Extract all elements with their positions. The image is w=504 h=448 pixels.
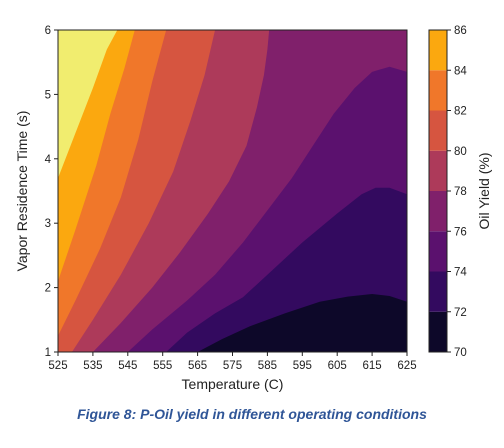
colorbar-segment-82-84 (429, 70, 447, 111)
colorbar-segment-78-80 (429, 150, 447, 191)
x-tick-label: 565 (188, 360, 207, 372)
x-tick-label: 525 (48, 360, 67, 372)
x-tick-label: 555 (153, 360, 172, 372)
y-tick-label: 4 (45, 154, 52, 166)
x-tick-label: 595 (293, 360, 312, 372)
colorbar-tick-label: 80 (454, 146, 467, 158)
y-tick-label: 6 (45, 25, 51, 37)
y-tick-label: 1 (45, 347, 51, 359)
colorbar-segment-76-78 (429, 191, 447, 232)
colorbar-segment-70-72 (429, 311, 447, 352)
x-tick-label: 545 (118, 360, 137, 372)
y-axis: 1 2 3 4 5 6 (45, 25, 58, 359)
y-axis-title: Vapor Residence Time (s) (14, 111, 30, 272)
y-tick-label: 2 (45, 283, 51, 295)
x-tick-label: 535 (83, 360, 102, 372)
colorbar-axis: 70 72 74 76 78 80 82 84 86 (447, 25, 467, 359)
colorbar-segment-84-86 (429, 30, 447, 71)
x-axis: 525 535 545 555 565 575 585 595 605 615 625 (48, 352, 417, 372)
colorbar-tick-label: 70 (454, 347, 467, 359)
x-tick-label: 575 (223, 360, 242, 372)
colorbar-tick-label: 84 (454, 65, 467, 77)
x-tick-label: 605 (328, 360, 347, 372)
x-tick-label: 585 (258, 360, 277, 372)
colorbar-tick-label: 76 (454, 226, 467, 238)
colorbar-segment-74-76 (429, 231, 447, 272)
contour-band-86-86 (58, 30, 118, 352)
colorbar (429, 30, 447, 352)
figure-caption: Figure 8: P-Oil yield in different opera… (77, 406, 427, 422)
colorbar-tick-label: 82 (454, 106, 467, 118)
colorbar-segment-72-74 (429, 271, 447, 312)
x-tick-label: 615 (363, 360, 382, 372)
x-tick-label: 625 (397, 360, 416, 372)
contour-chart: 525 535 545 555 565 575 585 595 605 615 625 1 2 3 4 5 6… (14, 25, 492, 392)
y-tick-label: 3 (45, 218, 51, 230)
colorbar-title: Oil Yield (%) (476, 152, 492, 229)
colorbar-tick-label: 72 (454, 307, 467, 319)
colorbar-tick-label: 78 (454, 186, 467, 198)
colorbar-segment-80-82 (429, 110, 447, 151)
contour-bands (58, 30, 407, 352)
colorbar-tick-label: 86 (454, 25, 467, 37)
y-tick-label: 5 (45, 89, 51, 101)
colorbar-tick-label: 74 (454, 267, 467, 279)
x-axis-title: Temperature (C) (182, 376, 284, 392)
